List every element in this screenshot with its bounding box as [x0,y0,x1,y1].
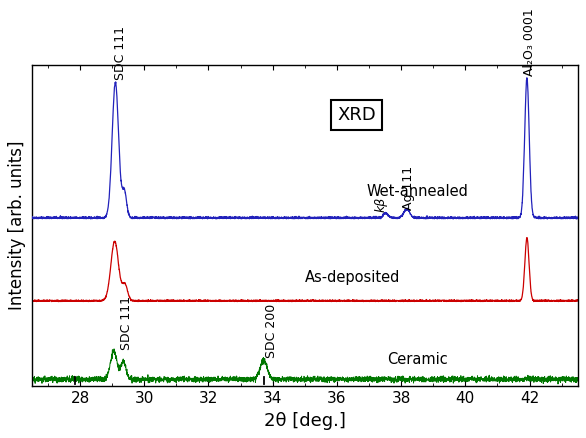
Text: Ceramic: Ceramic [387,352,448,367]
Y-axis label: Intensity [arb. units]: Intensity [arb. units] [8,141,26,311]
Text: Wet-annealed: Wet-annealed [366,184,468,198]
Text: As-deposited: As-deposited [305,270,401,285]
Text: SDC 111: SDC 111 [114,26,127,80]
Text: Ag 111: Ag 111 [401,166,415,210]
Text: SDC 200: SDC 200 [264,304,278,358]
Text: kβ: kβ [374,197,388,212]
Text: SDC 111: SDC 111 [120,296,133,350]
Text: Al₂O₃ 0001: Al₂O₃ 0001 [523,8,536,76]
Text: XRD: XRD [338,106,376,124]
X-axis label: 2θ [deg.]: 2θ [deg.] [264,412,346,430]
